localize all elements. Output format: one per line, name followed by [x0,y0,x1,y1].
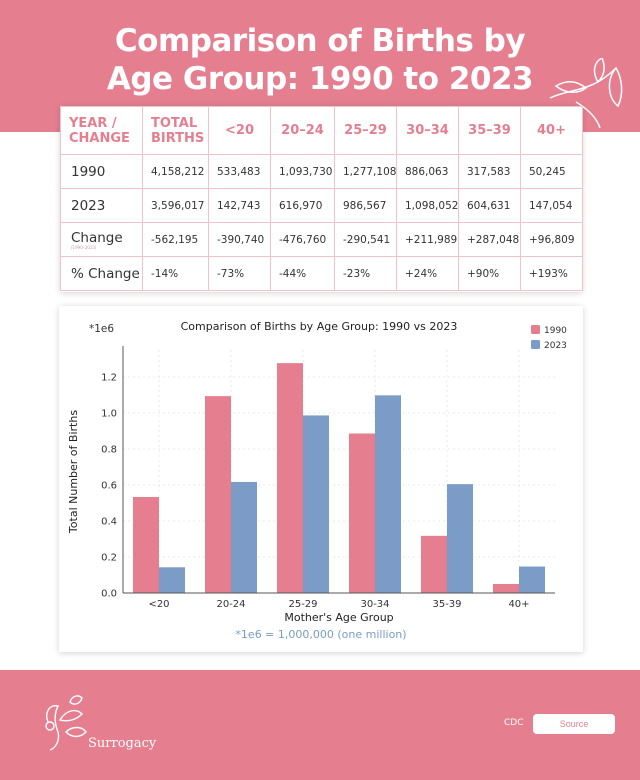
bar-1990-30-34 [349,433,375,593]
table-row: 1990 4,158,212 533,483 1,093,730 1,277,108 88… [60,154,583,189]
brand-name: Surrogacy [88,736,157,751]
table-cell: +96,809 [520,222,583,257]
table-cell: -23% [334,256,397,291]
change-period-note: (1990–2023) [71,244,97,250]
y-tick-label: 0.8 [101,445,117,456]
row-label: 1990 [71,163,106,180]
table-cell: 3,596,017 [142,188,209,223]
bar-1990-40+ [493,583,519,593]
table-cell: -73% [208,256,271,291]
table-header-cell: 40+ [520,106,583,155]
y-tick-label: 0.0 [101,589,117,600]
table-cell: 4,158,212 [142,154,209,189]
scale-label: *1e6 [89,323,114,335]
table-cell: +193% [520,256,583,291]
table-header-cell: 30–34 [396,106,459,155]
table-cell: 1,277,108 [334,154,397,189]
table-cell: 533,483 [208,154,271,189]
row-label-cell: 1990 [60,154,143,189]
source-button[interactable]: Source [533,714,615,734]
table-header-cell: 20–24 [270,106,335,155]
table-cell: -290,541 [334,222,397,257]
cdc-label: CDC [504,718,524,728]
table-cell: 604,631 [458,188,521,223]
bar-2023-<20 [159,567,185,593]
chart-title: Comparison of Births by Age Group: 1990 … [181,320,458,333]
row-label-cell: Change (1990–2023) [60,222,143,257]
x-tick-label: 40+ [508,599,529,610]
table-body: 1990 4,158,212 533,483 1,093,730 1,277,108 88… [60,154,583,291]
leaf-decoration-icon [549,58,623,128]
y-tick-label: 0.6 [101,481,117,492]
bar-2023-30-34 [375,395,401,593]
bar-1990-35-39 [421,535,447,593]
table-cell: +287,048 [458,222,521,257]
bar-chart: 0.0 0.2 0.4 0.6 0.8 1.0 1.2 <20 20-24 25-29 30-34 3… [67,320,567,624]
legend-swatch-1990 [531,325,540,334]
table-cell: 142,743 [208,188,271,223]
x-tick-label: 20-24 [216,599,245,610]
title-line-1: Comparison of Births by [114,23,526,59]
table-cell: 616,970 [270,188,335,223]
table-cell: -390,740 [208,222,271,257]
table-cell: +90% [458,256,521,291]
y-tick-label: 1.2 [101,373,117,384]
bar-2023-25-29 [303,415,329,593]
bar-1990-<20 [133,496,159,593]
x-tick-label: 30-34 [360,599,389,610]
bar-1990-25-29 [277,363,303,593]
table-row: 2023 3,596,017 142,743 616,970 986,567 1,098,… [60,188,583,223]
x-tick-label: <20 [148,599,169,610]
table-row: Change (1990–2023) -562,195 -390,740 -476,76… [60,222,583,257]
surrogacy-logo-icon [45,695,87,751]
bar-2023-35-39 [447,484,473,593]
table-cell: -14% [142,256,209,291]
x-tick-label: 25-29 [288,599,317,610]
table-cell: -476,760 [270,222,335,257]
table-cell: -44% [270,256,335,291]
table-header-cell: 25–29 [334,106,397,155]
x-axis-label: Mother's Age Group [284,611,393,624]
table-cell: -562,195 [142,222,209,257]
table-header-cell: YEAR / CHANGE [60,106,143,155]
table-cell: 147,054 [520,188,583,223]
row-label: 2023 [71,197,106,214]
table-header-cell: 35–39 [458,106,521,155]
legend-label-1990: 1990 [544,326,567,336]
legend-swatch-2023 [531,340,540,349]
y-tick-label: 1.0 [101,409,117,420]
table-cell: 1,098,052 [396,188,459,223]
row-label-cell: 2023 [60,188,143,223]
legend-label-2023: 2023 [544,341,567,351]
row-label: % Change [71,265,140,282]
data-table-card: YEAR / CHANGE TOTAL BIRTHS <20 20–24 25–29 30–3… [60,106,583,292]
table-cell: +24% [396,256,459,291]
table-cell: 317,583 [458,154,521,189]
y-axis-label: Total Number of Births [67,410,80,534]
title-line-2: Age Group: 1990 to 2023 [106,61,534,97]
page-title: Comparison of Births by Age Group: 1990 … [0,22,640,98]
y-tick-label: 0.4 [101,517,117,528]
y-tick-label: 0.2 [101,553,117,564]
row-label: Change [71,229,123,246]
x-tick-label: 35-39 [432,599,461,610]
births-table: YEAR / CHANGE TOTAL BIRTHS <20 20–24 25–29 30–3… [60,106,583,291]
footer-band: Surrogacy CDC Source [0,670,640,780]
table-cell: 1,093,730 [270,154,335,189]
row-label-cell: % Change [60,256,143,291]
table-cell: +211,989 [396,222,459,257]
bar-2023-40+ [519,566,545,593]
table-cell: 50,245 [520,154,583,189]
bar-2023-20-24 [231,481,257,593]
table-cell: 886,063 [396,154,459,189]
table-cell: 986,567 [334,188,397,223]
chart-card: 0.0 0.2 0.4 0.6 0.8 1.0 1.2 <20 20-24 25-29 30-34 3… [59,306,583,652]
bar-1990-20-24 [205,396,231,593]
table-header-row: YEAR / CHANGE TOTAL BIRTHS <20 20–24 25–29 30–3… [60,106,583,155]
chart-footnote: *1e6 = 1,000,000 (one million) [235,628,407,641]
table-header-cell: <20 [208,106,271,155]
table-header-cell: TOTAL BIRTHS [142,106,209,155]
table-row: % Change -14% -73% -44% -23% +24% +90% +193% [60,256,583,291]
